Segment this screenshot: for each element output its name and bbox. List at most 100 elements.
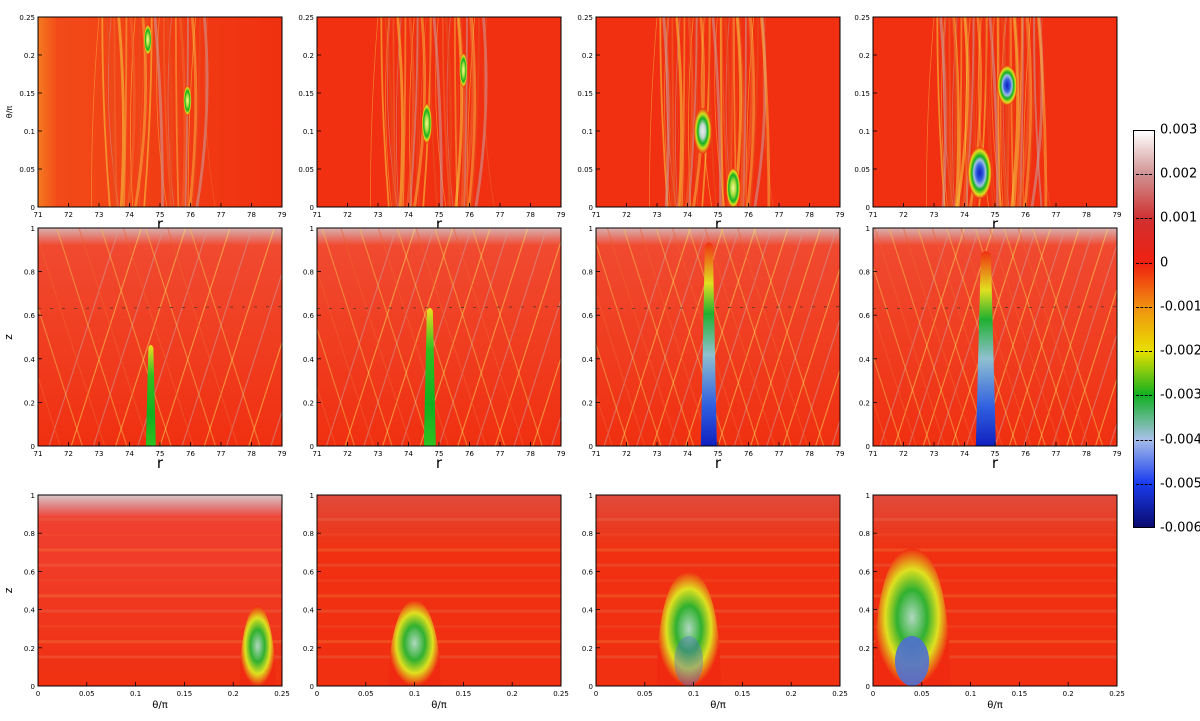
x-tick-label: 75 xyxy=(435,211,444,219)
y-tick-label: 0.8 xyxy=(24,530,35,538)
vortex-core xyxy=(674,636,704,686)
y-tick-label: 0.8 xyxy=(303,269,314,277)
colorbar-contour-dash xyxy=(1136,395,1152,397)
x-tick-label: 0 xyxy=(594,690,598,698)
x-tick-label: 79 xyxy=(557,211,566,219)
x-tick-label: 71 xyxy=(313,211,322,219)
y-tick-label: 0.15 xyxy=(577,90,593,98)
x-tick-label: 71 xyxy=(592,211,601,219)
x-tick-label: 76 xyxy=(744,450,753,458)
x-axis-label: θ/π xyxy=(152,700,168,711)
x-tick-label: 0.05 xyxy=(79,690,95,698)
y-tick-label: 0.15 xyxy=(298,90,314,98)
x-tick-label: 74 xyxy=(125,211,134,219)
y-tick-label: 0 xyxy=(310,443,314,451)
x-tick-label: 72 xyxy=(899,211,908,219)
x-tick-label: 72 xyxy=(64,211,73,219)
x-tick-label: 71 xyxy=(869,450,878,458)
x-tick-label: 76 xyxy=(186,211,195,219)
y-tick-label: 0 xyxy=(31,204,35,212)
y-tick-label: 0.4 xyxy=(859,356,871,364)
colorbar-tick-label: -0.006 xyxy=(1160,520,1200,536)
x-tick-label: 78 xyxy=(1082,211,1091,219)
x-tick-label: 79 xyxy=(1113,211,1122,219)
y-tick-label: 0 xyxy=(866,443,870,451)
x-axis-label: r xyxy=(157,454,164,472)
x-tick-label: 0.2 xyxy=(786,690,797,698)
y-tick-label: 0.6 xyxy=(303,312,315,320)
y-tick-label: 0.8 xyxy=(303,530,314,538)
y-tick-label: 0.2 xyxy=(859,399,870,407)
x-tick-label: 77 xyxy=(217,211,226,219)
y-tick-label: 0.6 xyxy=(24,312,36,320)
x-tick-label: 0.15 xyxy=(456,690,472,698)
x-tick-label: 78 xyxy=(526,211,535,219)
colorbar-contour-dash xyxy=(1136,483,1152,485)
panel-frame xyxy=(37,494,283,687)
x-tick-label: 74 xyxy=(404,450,413,458)
x-tick-label: 79 xyxy=(557,450,566,458)
y-tick-label: 0 xyxy=(866,683,870,691)
panel-bottom-4: 0 0.05 0.1 0.15 0.2 0.25 0 0.2 0.4 0.6 0.8 1 θ/π xyxy=(859,492,1125,711)
y-tick-label: 1 xyxy=(31,492,35,500)
x-tick-label: 72 xyxy=(343,211,352,219)
vortex-dome xyxy=(388,600,441,686)
panel-top-4: 71 72 73 74 75 76 77 78 79 0 0.05 0.1 0.15 0.2 0.25 r xyxy=(854,14,1121,233)
x-tick-label: 0.25 xyxy=(832,690,848,698)
vortex-spot xyxy=(726,168,741,207)
x-tick-label: 75 xyxy=(714,211,723,219)
x-tick-label: 76 xyxy=(465,211,474,219)
x-axis-label: r xyxy=(436,454,443,472)
x-tick-label: 71 xyxy=(592,450,601,458)
x-tick-label: 0.1 xyxy=(965,690,976,698)
vortex-column xyxy=(700,242,717,446)
x-tick-label: 76 xyxy=(186,450,195,458)
y-tick-label: 0.2 xyxy=(859,52,870,60)
x-tick-label: 77 xyxy=(775,450,784,458)
y-tick-label: 0 xyxy=(866,204,870,212)
x-tick-label: 0.25 xyxy=(1109,690,1125,698)
vortex-dome xyxy=(874,548,951,686)
y-tick-label: 0.2 xyxy=(24,52,35,60)
x-tick-label: 75 xyxy=(156,211,165,219)
x-tick-label: 79 xyxy=(836,211,845,219)
panel-bottom-1: 0 0.05 0.1 0.15 0.2 0.25 0 0.2 0.4 0.6 0.8 1 θ/π z xyxy=(2,492,290,711)
x-tick-label: 75 xyxy=(991,211,1000,219)
x-tick-label: 75 xyxy=(156,450,165,458)
x-tick-label: 76 xyxy=(1021,211,1030,219)
y-tick-label: 0.05 xyxy=(854,166,870,174)
colorbar-tick-label: -0.005 xyxy=(1160,476,1200,492)
x-tick-label: 0.25 xyxy=(274,690,290,698)
x-tick-label: 78 xyxy=(526,450,535,458)
y-tick-label: 0.6 xyxy=(303,568,315,576)
x-tick-label: 71 xyxy=(34,450,43,458)
vortex-spot xyxy=(421,103,432,144)
x-tick-label: 0 xyxy=(36,690,40,698)
x-axis-label: θ/π xyxy=(710,700,726,711)
x-tick-label: 76 xyxy=(1021,450,1030,458)
panel-bottom-2: 0 0.05 0.1 0.15 0.2 0.25 0 0.2 0.4 0.6 0.8 1 θ/π xyxy=(303,492,569,711)
x-tick-label: 72 xyxy=(622,211,631,219)
x-tick-label: 77 xyxy=(1052,211,1061,219)
x-axis-label: r xyxy=(157,215,164,233)
x-tick-label: 0.05 xyxy=(914,690,930,698)
y-tick-label: 1 xyxy=(589,225,593,233)
x-tick-label: 75 xyxy=(714,450,723,458)
x-tick-label: 79 xyxy=(1113,450,1122,458)
y-tick-label: 0.1 xyxy=(303,128,314,136)
panel-bottom-3: 0 0.05 0.1 0.15 0.2 0.25 0 0.2 0.4 0.6 0.8 1 θ/π xyxy=(582,492,848,711)
y-tick-label: 0 xyxy=(31,443,35,451)
x-tick-label: 73 xyxy=(653,211,662,219)
x-tick-label: 77 xyxy=(1052,450,1061,458)
x-tick-label: 0.25 xyxy=(553,690,569,698)
x-tick-label: 0.2 xyxy=(1063,690,1074,698)
x-tick-label: 0.15 xyxy=(177,690,193,698)
x-tick-label: 78 xyxy=(805,450,814,458)
x-tick-label: 0.15 xyxy=(735,690,751,698)
y-tick-label: 0.6 xyxy=(582,312,594,320)
x-tick-label: 73 xyxy=(930,450,939,458)
vortex-spot xyxy=(693,108,712,154)
x-tick-label: 73 xyxy=(95,450,104,458)
y-tick-label: 0.8 xyxy=(582,269,593,277)
vortex-dome xyxy=(239,605,276,686)
